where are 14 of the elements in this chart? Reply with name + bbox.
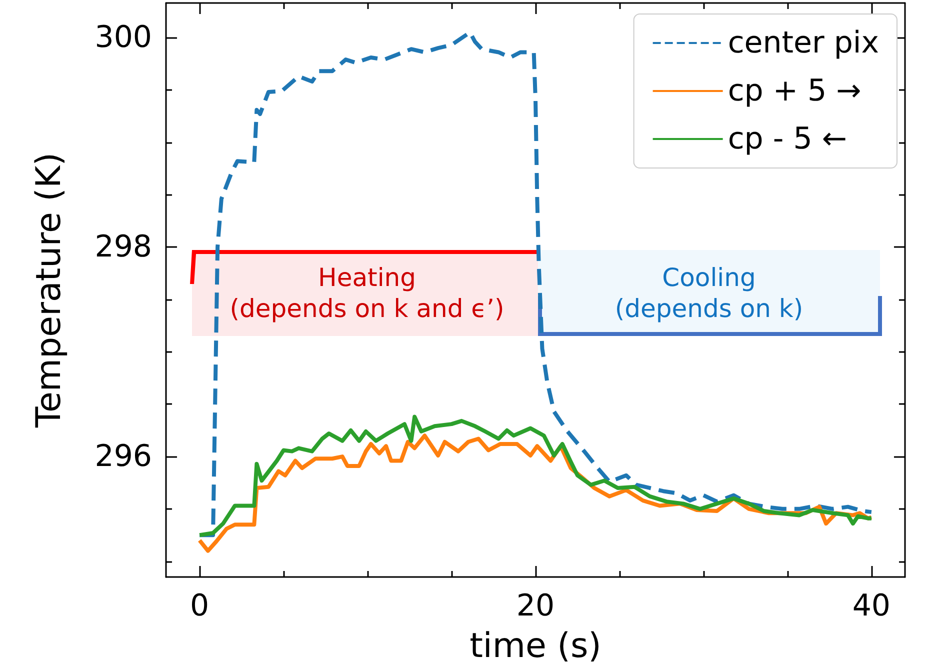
annotation: Cooling (depends on k): [614, 263, 804, 323]
x-tick-label: 20: [516, 588, 555, 624]
x-tick-label: 0: [190, 588, 210, 624]
legend-label: cp - 5 ←: [728, 122, 848, 156]
x-tick-label: 40: [852, 588, 891, 624]
y-tick-label: 298: [94, 230, 152, 265]
y-tick-label: 296: [94, 439, 152, 474]
line-series: [198, 414, 874, 538]
legend-label: cp + 5 →: [728, 74, 862, 108]
y-tick-label: 300: [94, 20, 152, 56]
annotation: Heating (depends on k and ϵ’): [230, 263, 504, 323]
x-axis-title: time (s): [470, 626, 602, 666]
legend-label: center pix: [728, 26, 879, 60]
y-axis-title: Temperature (K): [29, 152, 69, 429]
